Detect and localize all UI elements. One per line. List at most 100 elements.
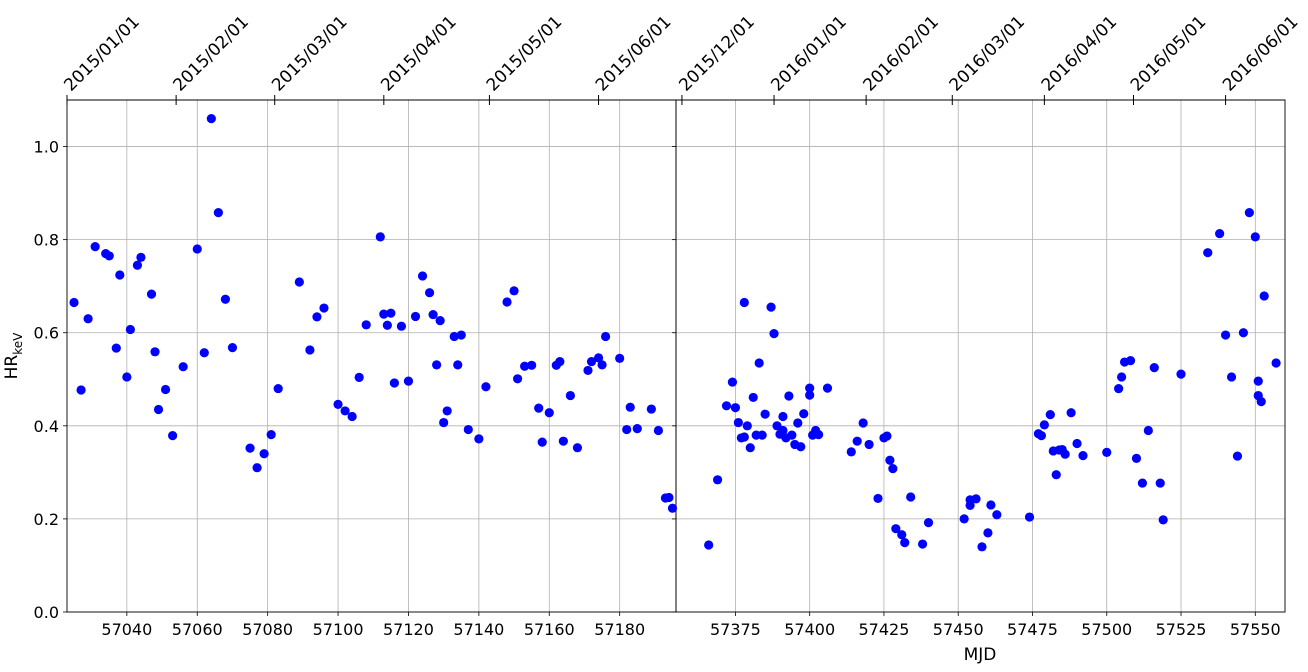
data-point <box>417 271 428 281</box>
data-point <box>410 311 421 322</box>
data-point <box>965 500 975 511</box>
data-point <box>799 409 809 419</box>
data-point <box>1271 358 1281 368</box>
data-point <box>266 430 276 440</box>
data-point <box>852 436 862 446</box>
y-tick-label: 0.6 <box>34 324 59 343</box>
data-point <box>386 308 396 318</box>
date-tick-label: 2015/02/01 <box>170 12 253 95</box>
y-tick-label: 0.0 <box>34 603 59 622</box>
plot-frame <box>675 99 1286 613</box>
data-point <box>428 309 438 320</box>
data-point <box>971 494 981 504</box>
data-point <box>1250 232 1260 242</box>
data-point <box>83 314 93 324</box>
data-point <box>733 417 743 428</box>
data-point <box>379 309 389 319</box>
date-tick-label: 2016/04/01 <box>1038 12 1121 95</box>
data-point <box>615 353 625 363</box>
data-point <box>192 244 202 254</box>
date-tick-label: 2016/06/01 <box>1219 12 1302 95</box>
y-axis-label-main: HR <box>2 355 22 380</box>
data-point <box>1220 330 1231 340</box>
data-point <box>520 361 530 371</box>
data-point <box>977 542 987 552</box>
data-point <box>769 329 779 339</box>
data-point <box>354 372 364 383</box>
data-point <box>1232 451 1243 461</box>
data-point <box>625 402 635 412</box>
y-tick-label: 1.0 <box>34 138 59 157</box>
data-point <box>1078 451 1088 461</box>
data-point <box>1259 291 1269 301</box>
data-point <box>712 475 723 485</box>
data-point <box>632 424 642 434</box>
data-point <box>787 430 797 440</box>
data-point <box>622 424 632 435</box>
data-point <box>424 288 435 298</box>
data-point <box>90 242 100 252</box>
data-point <box>227 343 238 353</box>
data-point <box>259 449 269 459</box>
date-tick-label: 2016/05/01 <box>1127 12 1210 95</box>
data-point <box>813 430 824 440</box>
data-point <box>439 417 449 428</box>
data-point <box>463 424 473 435</box>
data-point <box>1036 430 1046 441</box>
y-axis-label: HRkeV <box>2 332 25 380</box>
x-tick-label: 57040 <box>101 620 152 639</box>
data-point <box>721 401 732 411</box>
data-point <box>474 434 484 444</box>
data-point <box>115 270 125 280</box>
data-point <box>1244 208 1254 218</box>
data-point <box>986 500 996 510</box>
x-tick-label: 57500 <box>1081 620 1132 639</box>
data-point <box>1155 478 1165 488</box>
data-point <box>748 392 758 403</box>
data-point <box>1256 397 1266 407</box>
data-point <box>213 208 223 218</box>
data-points <box>69 114 1281 552</box>
data-point <box>1117 372 1127 382</box>
data-point <box>983 528 993 538</box>
data-point <box>1158 515 1168 525</box>
data-point <box>572 443 583 453</box>
data-point <box>906 492 916 502</box>
data-point <box>340 406 350 416</box>
data-point <box>888 464 898 474</box>
data-point <box>891 524 901 534</box>
data-point <box>873 493 883 504</box>
data-point <box>319 303 329 313</box>
x-tick-label: 57060 <box>172 620 223 639</box>
data-point <box>396 321 407 331</box>
date-tick-label: 2015/12/01 <box>675 12 758 95</box>
data-point <box>512 374 523 384</box>
data-point <box>333 399 343 410</box>
data-point <box>534 403 544 413</box>
date-tick-label: 2016/01/01 <box>767 12 850 95</box>
y-axis-label-subscript: keV <box>11 332 25 355</box>
date-tick-label: 2015/04/01 <box>377 12 460 95</box>
data-point <box>544 408 554 418</box>
data-point <box>858 418 868 428</box>
data-point <box>885 455 895 465</box>
date-tick-label: 2015/03/01 <box>268 12 351 95</box>
data-point <box>664 492 674 503</box>
date-axis: 2015/01/01 2015/02/01 2015/03/01 2015/04/01… <box>60 12 1302 105</box>
data-point <box>704 540 714 550</box>
data-point <box>312 312 322 322</box>
data-point <box>122 372 132 382</box>
data-point <box>586 356 597 367</box>
data-point <box>111 343 121 353</box>
data-point <box>1024 512 1035 522</box>
data-point <box>132 260 143 270</box>
x-tick-label: 57120 <box>383 620 434 639</box>
date-tick-label: 2015/05/01 <box>483 12 566 95</box>
data-point <box>565 390 575 401</box>
data-point <box>1253 376 1263 386</box>
data-point <box>1238 328 1249 338</box>
data-point <box>509 286 519 296</box>
data-point <box>1137 478 1148 488</box>
data-point <box>558 436 568 446</box>
